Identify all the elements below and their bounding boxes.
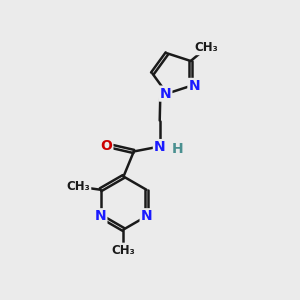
- Text: O: O: [100, 139, 112, 153]
- Text: N: N: [95, 209, 106, 223]
- Text: N: N: [154, 140, 166, 154]
- Text: CH₃: CH₃: [194, 41, 218, 54]
- Text: CH₃: CH₃: [112, 244, 135, 256]
- Text: N: N: [141, 209, 152, 223]
- Text: N: N: [160, 87, 171, 100]
- Text: CH₃: CH₃: [67, 180, 90, 193]
- Text: N: N: [188, 79, 200, 93]
- Text: H: H: [172, 142, 184, 156]
